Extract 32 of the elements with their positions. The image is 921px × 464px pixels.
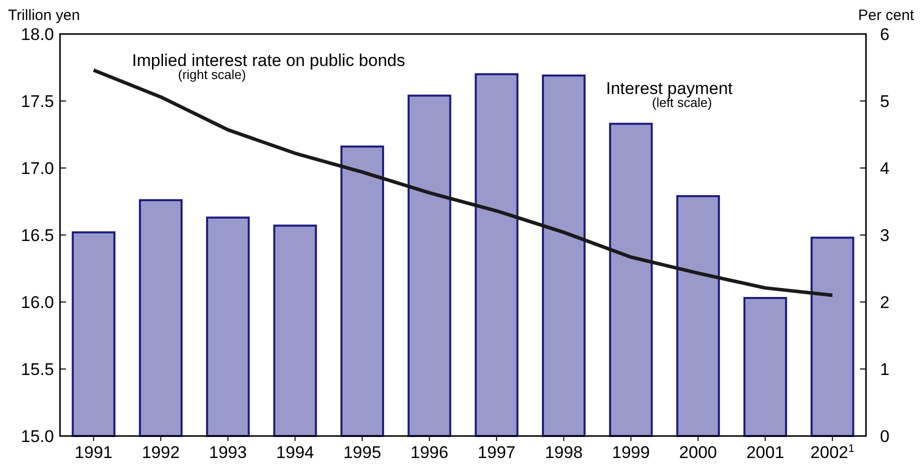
x-tick-label: 1993 xyxy=(209,443,247,462)
x-tick-label: 2000 xyxy=(679,443,717,462)
y-tick-label: 17.5 xyxy=(20,92,54,111)
y2-tick-label: 0 xyxy=(880,426,890,446)
annotation: (right scale) xyxy=(178,67,246,82)
y2-tick-label: 4 xyxy=(880,158,890,178)
line-series xyxy=(92,68,834,298)
x-tick-label: 2002$^{1}$ xyxy=(810,443,854,462)
x-tick-label: 1997 xyxy=(478,443,516,462)
y-tick-label: 15.0 xyxy=(20,426,54,446)
y-tick-label: 18.0 xyxy=(20,24,54,44)
x-tick-label: 1999 xyxy=(612,443,650,462)
y-tick-label: 17.0 xyxy=(20,158,54,178)
y2-tick-label: 1 xyxy=(880,360,890,379)
x-tick-label: 1992 xyxy=(142,443,180,462)
series-label: Implied interest rate on public bonds xyxy=(132,51,406,70)
y2-tick-label: 3 xyxy=(880,226,890,245)
y-axis-title: Trillion yen xyxy=(8,7,80,24)
x-tick-label: 2001 xyxy=(746,443,784,462)
y2-tick-label: 5 xyxy=(880,92,890,111)
x-tick-label: 1994 xyxy=(276,443,314,462)
x-tick-label: 1996 xyxy=(410,443,448,462)
y2-tick-label: 6 xyxy=(880,24,890,44)
y-tick-label: 15.5 xyxy=(20,360,54,379)
x-tick-label: 1991 xyxy=(74,443,112,462)
y-tick-label: 16.5 xyxy=(20,226,54,245)
x-tick-label: 1998 xyxy=(544,443,583,462)
y2-tick-label: 2 xyxy=(880,292,890,312)
series-label: Interest payment xyxy=(606,79,733,98)
y2-axis-title: Per cent xyxy=(858,7,915,24)
x-tick-label: 1995 xyxy=(343,443,382,462)
y-tick-label: 16.0 xyxy=(20,292,54,312)
